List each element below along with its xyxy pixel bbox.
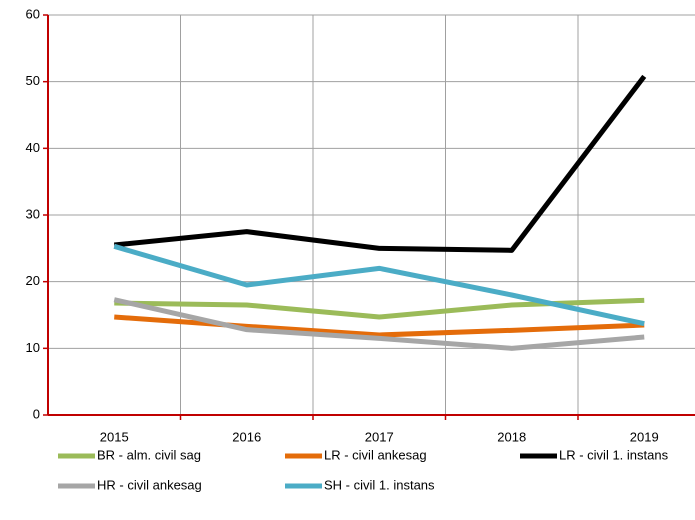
x-tick-label: 2018 (497, 429, 526, 444)
x-tick-label: 2015 (100, 429, 129, 444)
y-tick-label: 50 (26, 73, 40, 88)
x-tick-label: 2016 (232, 429, 261, 444)
series-line (113, 297, 645, 351)
y-tick-label: 10 (26, 340, 40, 355)
y-tick-label: 20 (26, 273, 40, 288)
series-line (113, 243, 645, 327)
series-line (113, 74, 647, 253)
y-tick-label: 30 (26, 206, 40, 221)
legend-label: SH - civil 1. instans (324, 477, 435, 492)
x-tick-label: 2019 (630, 429, 659, 444)
series-line (114, 314, 645, 338)
x-tick-label: 2017 (365, 429, 394, 444)
legend-label: BR - alm. civil sag (97, 447, 201, 462)
y-tick-label: 40 (26, 140, 40, 155)
y-tick-label: 60 (26, 6, 40, 21)
legend-label: HR - civil ankesag (97, 477, 202, 492)
legend-label: LR - civil ankesag (324, 447, 427, 462)
y-tick-label: 0 (33, 406, 40, 421)
legend-label: LR - civil 1. instans (559, 447, 669, 462)
